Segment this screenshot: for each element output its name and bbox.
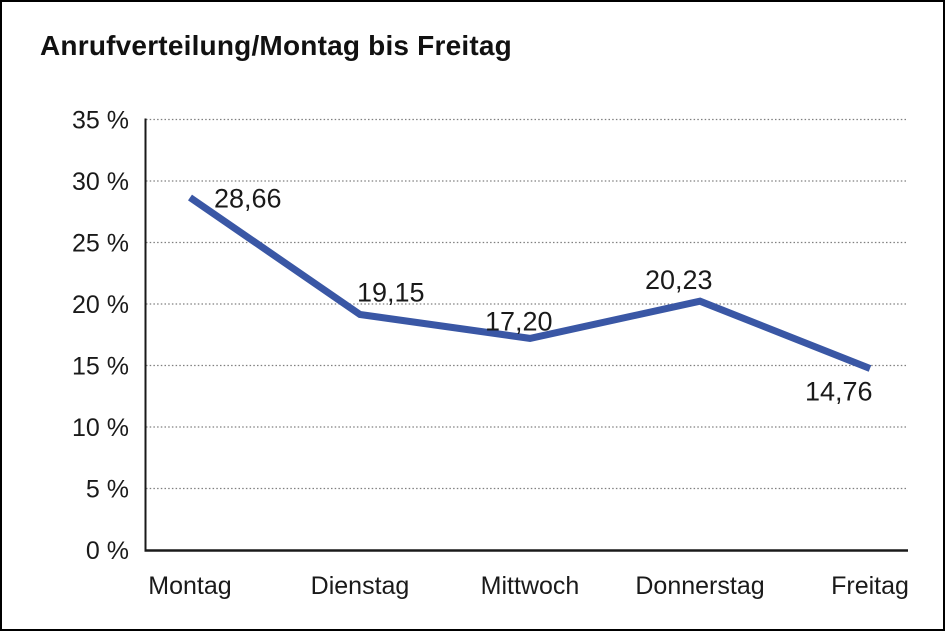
data-label: 14,76: [805, 376, 873, 406]
x-tick-label: Montag: [148, 572, 231, 600]
data-line: [188, 194, 872, 372]
y-tick-label: 35 %: [72, 107, 129, 135]
x-tick-label: Dienstag: [311, 572, 410, 600]
y-tick-label: 30 %: [72, 168, 129, 196]
y-tick-label: 5 %: [86, 476, 129, 504]
y-tick-label: 20 %: [72, 291, 129, 319]
x-tick-label: Mittwoch: [481, 572, 580, 600]
x-tick-label: Freitag: [831, 572, 909, 600]
chart-title: Anrufverteilung/Montag bis Freitag: [40, 30, 512, 61]
data-label: 20,23: [645, 265, 713, 295]
y-tick-label: 25 %: [72, 230, 129, 258]
y-tick-label: 10 %: [72, 414, 129, 442]
data-label: 19,15: [357, 277, 425, 307]
data-label: 17,20: [485, 306, 553, 336]
data-label: 28,66: [214, 183, 282, 213]
x-tick-label: Donnerstag: [635, 572, 764, 600]
y-tick-label: 15 %: [72, 353, 129, 381]
y-tick-label: 0 %: [86, 537, 129, 565]
